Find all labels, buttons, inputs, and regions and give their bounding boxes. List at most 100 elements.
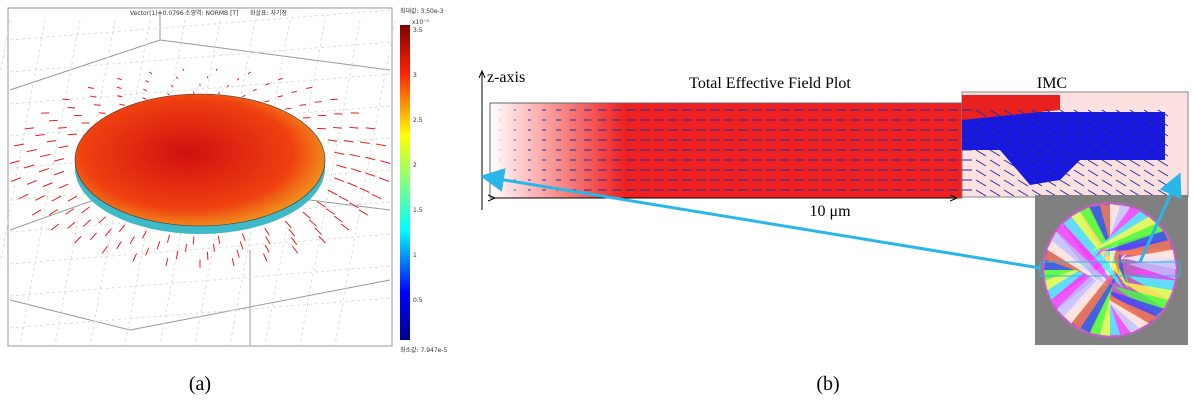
arrow <box>265 236 271 245</box>
arrow <box>349 126 359 129</box>
arrow <box>306 86 313 89</box>
arrow <box>1157 139 1169 147</box>
arrow <box>1157 159 1169 167</box>
arrow <box>241 94 246 98</box>
arrow <box>1073 139 1085 147</box>
arrow <box>215 68 218 71</box>
arrow <box>58 183 69 189</box>
arrow <box>67 221 76 229</box>
arrow <box>1115 119 1127 127</box>
arrow <box>1087 139 1099 147</box>
arrow <box>236 249 240 258</box>
arrow <box>149 71 153 75</box>
arrow <box>226 84 230 88</box>
arrow <box>1017 129 1029 137</box>
arrow <box>1045 149 1057 157</box>
arrow <box>1157 109 1169 117</box>
arrow <box>1143 159 1155 167</box>
arrow <box>340 223 350 231</box>
imc-red <box>962 95 1060 120</box>
arrow <box>359 141 370 145</box>
arrow <box>42 182 53 188</box>
shard <box>1056 217 1117 290</box>
arrow <box>1003 109 1015 117</box>
arrow <box>1073 179 1085 187</box>
header: 소영역: NORMB [T] <box>185 9 238 17</box>
arrow <box>989 189 1001 197</box>
arrow <box>1087 169 1099 177</box>
arrow <box>10 177 22 182</box>
arrow <box>1017 179 1029 187</box>
arrow <box>1101 109 1113 117</box>
arrow <box>338 195 349 202</box>
arrow <box>1143 119 1155 127</box>
arrow <box>1059 139 1071 147</box>
field-arrows <box>500 109 1169 197</box>
arrow <box>118 224 126 233</box>
arrow <box>350 168 362 173</box>
arrow <box>1143 109 1155 117</box>
arrow <box>1017 169 1029 177</box>
arrow <box>989 169 1001 177</box>
colorbar-tick: 3.5 <box>413 27 423 34</box>
arrow <box>378 177 390 182</box>
arrow <box>1045 179 1057 187</box>
arrow <box>35 133 45 137</box>
arrow <box>35 195 45 201</box>
arrow <box>1101 159 1113 167</box>
arrow <box>1157 129 1169 137</box>
grid-line <box>0 19 46 267</box>
arrow <box>1059 159 1071 167</box>
arrow <box>299 104 307 106</box>
arrow <box>98 216 107 224</box>
arrow <box>327 139 338 142</box>
arrow <box>1031 159 1043 167</box>
arrow <box>26 148 37 153</box>
arrow <box>119 103 125 106</box>
arrow <box>50 223 60 231</box>
arrow <box>1129 149 1141 157</box>
arrow <box>165 257 169 267</box>
arrow <box>1087 159 1099 167</box>
arrow <box>1101 149 1113 157</box>
shard <box>1095 290 1157 329</box>
arrow <box>116 241 122 250</box>
arrow <box>14 143 25 147</box>
arrow <box>1017 139 1029 147</box>
arrow <box>74 235 82 244</box>
arrow <box>1003 159 1015 167</box>
arrow <box>143 88 148 92</box>
arrow <box>182 68 185 71</box>
arrow <box>1031 139 1043 147</box>
arrow <box>1087 109 1099 117</box>
arrow <box>213 243 215 252</box>
arrow <box>316 201 327 208</box>
arrow <box>1101 139 1113 147</box>
arrow <box>1129 139 1141 147</box>
arrow <box>1129 179 1141 187</box>
arrow <box>231 257 235 267</box>
arrow <box>1115 139 1127 147</box>
arrow <box>26 180 37 185</box>
arrow <box>1017 159 1029 167</box>
arrow <box>1101 129 1113 137</box>
arrow <box>247 71 251 75</box>
arrow <box>1115 149 1127 157</box>
arrow <box>65 208 75 215</box>
arrow <box>975 129 987 137</box>
arrow <box>38 168 50 173</box>
arrow <box>81 206 90 214</box>
arrow <box>1017 119 1029 127</box>
arrow <box>1143 129 1155 137</box>
arrow <box>292 245 299 254</box>
arrow <box>291 90 298 93</box>
shard <box>1063 211 1125 290</box>
arrow <box>1115 169 1127 177</box>
arrow <box>1115 109 1127 117</box>
arrow <box>1031 149 1043 157</box>
grid-line <box>159 19 221 346</box>
shard <box>1127 259 1176 280</box>
grid-line <box>299 19 361 346</box>
arrow <box>1143 169 1155 177</box>
